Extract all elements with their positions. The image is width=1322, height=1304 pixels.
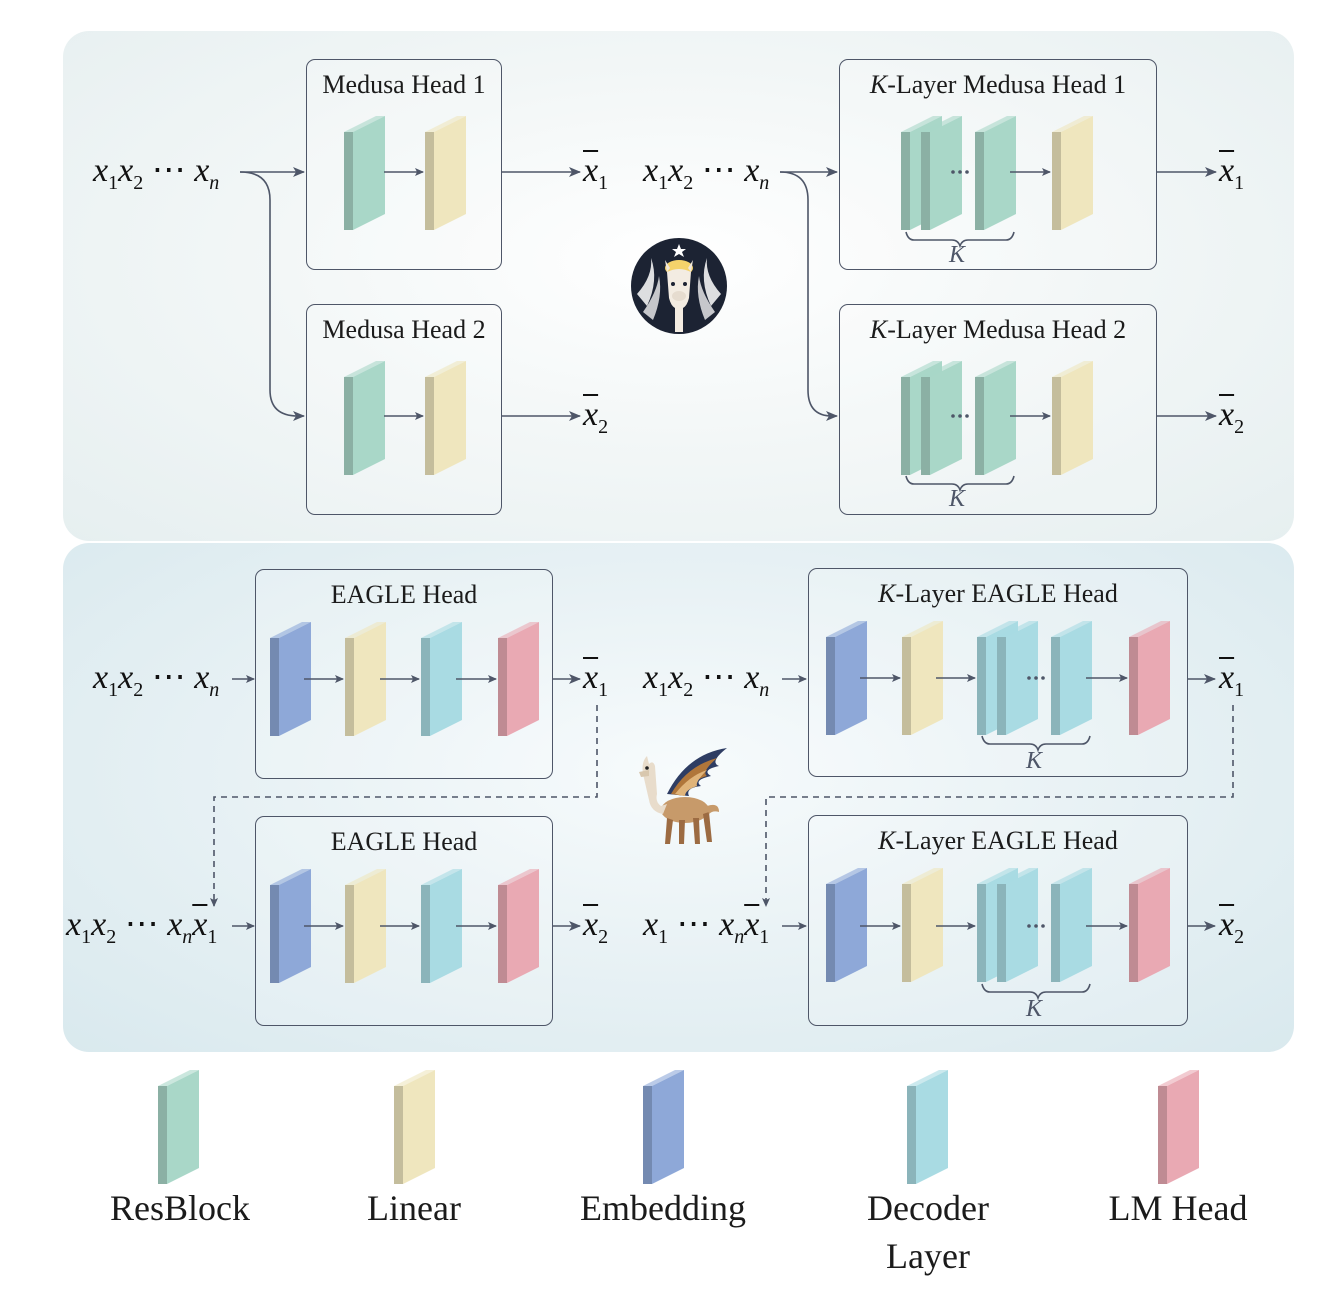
- arrow-input-to-medusa-head-2: [239, 171, 305, 421]
- k-brace-eagle-2: [981, 983, 1091, 1001]
- resblock-medusa-1: [344, 116, 385, 230]
- legend-label-resblock: ResBlock: [110, 1188, 250, 1228]
- decoder-eagle-2: [421, 869, 462, 983]
- output-token-k-eagle-1: x1: [1219, 659, 1245, 701]
- output-token-eagle-2: x2: [583, 906, 609, 948]
- k-brace-eagle-1: [981, 735, 1091, 753]
- output-token-k-medusa-1: x1: [1219, 152, 1245, 194]
- medusa-head-2-title: Medusa Head 2: [322, 315, 486, 344]
- embedding-eagle-1: [270, 622, 311, 736]
- dashed-feedback-k-eagle: [762, 705, 1234, 907]
- k-label-eagle-2: K: [1026, 996, 1043, 1022]
- output-token-k-eagle-2: x2: [1219, 906, 1245, 948]
- legend-block-3: [907, 1070, 948, 1184]
- resblock-kmedusa-1-c: [975, 116, 1016, 230]
- dots-kmedusa-1-1: [958, 170, 962, 174]
- linear-kmedusa-2: [1052, 361, 1093, 475]
- legend-block-2: [643, 1070, 684, 1184]
- decoder-keagle-2-b: [997, 868, 1038, 982]
- resblock-medusa-2: [344, 361, 385, 475]
- medusa-head-1-title: Medusa Head 1: [322, 70, 486, 99]
- resblock-kmedusa-2-b: [921, 361, 962, 475]
- k-layer-eagle-head-1-title: K-Layer EAGLE Head: [878, 579, 1118, 608]
- decoder-keagle-2-c: [1051, 868, 1092, 982]
- legend-block-1: [394, 1070, 435, 1184]
- linear-keagle-2: [902, 868, 943, 982]
- dots-kmedusa-1-0: [951, 170, 955, 174]
- resblock-kmedusa-2-c: [975, 361, 1016, 475]
- dots-keagle-2-2: [1041, 924, 1045, 928]
- decoder-keagle-1-b: [997, 621, 1038, 735]
- dashed-feedback-eagle: [210, 705, 598, 907]
- output-token-medusa-2: x2: [583, 396, 609, 438]
- k-brace-medusa-1: [905, 231, 1015, 249]
- input-seq-eagle-left-2: x1x2 ⋯ xnx1: [66, 906, 218, 948]
- dots-kmedusa-2-2: [965, 414, 969, 418]
- input-seq-eagle-left-1: x1x2 ⋯ xn: [93, 659, 220, 701]
- resblock-kmedusa-1-b: [921, 116, 962, 230]
- output-token-k-medusa-2: x2: [1219, 396, 1245, 438]
- input-seq-medusa-left: x1x2 ⋯ xn: [93, 152, 220, 194]
- k-label-medusa-1: K: [949, 242, 966, 268]
- k-layer-medusa-head-1-box: K-Layer Medusa Head 1: [839, 59, 1157, 270]
- linear-eagle-1: [345, 622, 386, 736]
- medusa-head-1-box: Medusa Head 1: [306, 59, 502, 270]
- embedding-keagle-1: [826, 621, 867, 735]
- arrow-input-to-k-medusa-head-2: [779, 171, 838, 421]
- dots-kmedusa-2-1: [958, 414, 962, 418]
- lmhead-eagle-2: [498, 869, 539, 983]
- dots-keagle-1-0: [1027, 676, 1031, 680]
- lmhead-keagle-2: [1129, 868, 1170, 982]
- legend-label-embedding: Embedding: [580, 1188, 746, 1228]
- dots-keagle-1-1: [1034, 676, 1038, 680]
- k-layer-eagle-head-2-title: K-Layer EAGLE Head: [878, 826, 1118, 855]
- embedding-eagle-2: [270, 869, 311, 983]
- lmhead-eagle-1: [498, 622, 539, 736]
- k-label-eagle-1: K: [1026, 748, 1043, 774]
- dots-keagle-2-1: [1034, 924, 1038, 928]
- legend-label-linear: Linear: [367, 1188, 461, 1228]
- k-brace-medusa-2: [905, 475, 1015, 493]
- linear-medusa-1: [425, 116, 466, 230]
- embedding-keagle-2: [826, 868, 867, 982]
- output-token-medusa-1: x1: [583, 152, 609, 194]
- legend-block-0: [158, 1070, 199, 1184]
- k-layer-medusa-head-1-title: K-Layer Medusa Head 1: [869, 70, 1127, 99]
- linear-medusa-2: [425, 361, 466, 475]
- dots-keagle-1-2: [1041, 676, 1045, 680]
- output-token-eagle-1: x1: [583, 659, 609, 701]
- linear-eagle-2: [345, 869, 386, 983]
- linear-keagle-1: [902, 621, 943, 735]
- decoder-eagle-1: [421, 622, 462, 736]
- legend-label-lm-head: LM Head: [1108, 1188, 1248, 1228]
- winged-llama-eagle-icon: [627, 744, 731, 850]
- decoder-keagle-1-c: [1051, 621, 1092, 735]
- input-seq-eagle-right-2: x1 ⋯ xnx1: [643, 906, 770, 948]
- medusa-head-2-box: Medusa Head 2: [306, 304, 502, 515]
- legend-block-4: [1158, 1070, 1199, 1184]
- input-seq-eagle-right-1: x1x2 ⋯ xn: [643, 659, 770, 701]
- linear-kmedusa-1: [1052, 116, 1093, 230]
- legend-label-decoder-layer: Decoder Layer: [867, 1188, 989, 1276]
- starbucks-llama-logo-icon: [629, 236, 729, 336]
- dots-keagle-2-0: [1027, 924, 1031, 928]
- eagle-head-2-title: EAGLE Head: [330, 827, 478, 856]
- dots-kmedusa-2-0: [951, 414, 955, 418]
- k-label-medusa-2: K: [949, 486, 966, 512]
- lmhead-keagle-1: [1129, 621, 1170, 735]
- dots-kmedusa-1-2: [965, 170, 969, 174]
- input-seq-medusa-right: x1x2 ⋯ xn: [643, 152, 770, 194]
- k-layer-medusa-head-2-title: K-Layer Medusa Head 2: [869, 315, 1127, 344]
- eagle-head-1-title: EAGLE Head: [330, 580, 478, 609]
